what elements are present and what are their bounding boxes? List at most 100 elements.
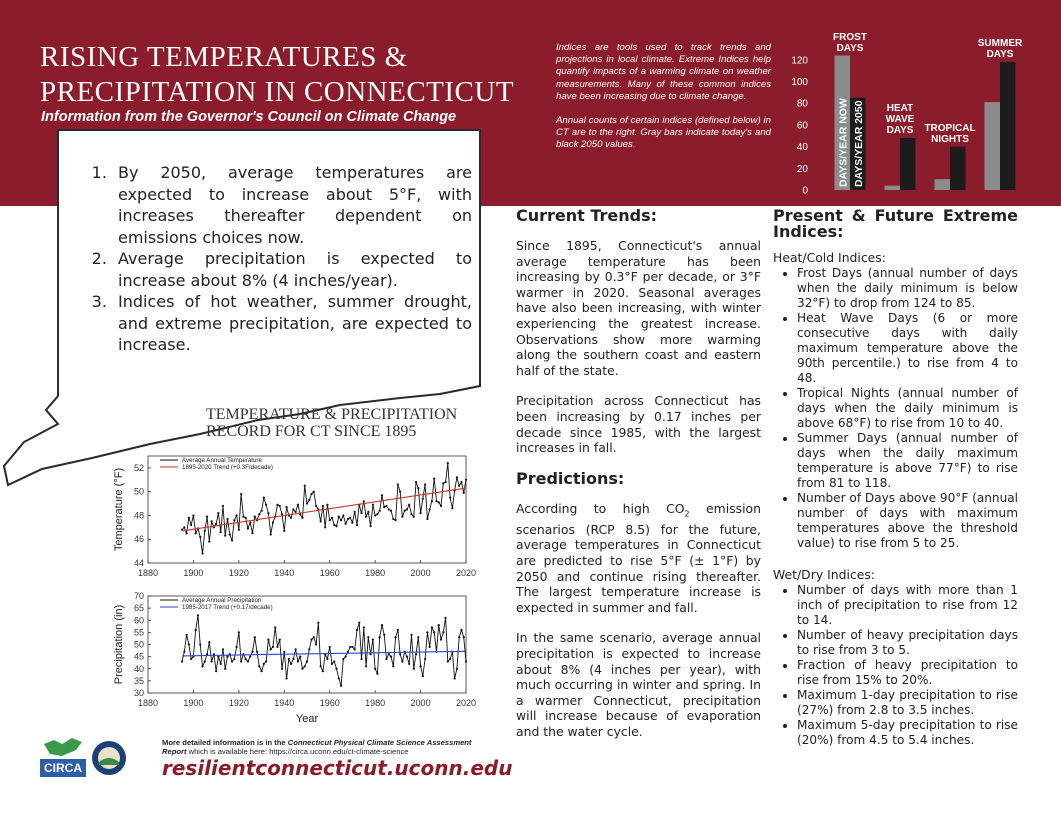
- point: [428, 508, 431, 511]
- point: [417, 636, 420, 639]
- y-axis-label: Temperature (°F): [113, 468, 125, 551]
- point: [401, 660, 404, 663]
- point: [333, 523, 336, 527]
- point: [237, 631, 240, 634]
- point: [319, 665, 322, 668]
- y-tick-label: 45: [134, 652, 144, 662]
- point: [190, 523, 193, 527]
- legend-label: DAYS/YEAR 2050: [853, 100, 865, 187]
- text: emission scenarios (RCP 8.5) for the fut…: [516, 500, 761, 615]
- point: [371, 503, 374, 506]
- point: [192, 514, 195, 517]
- series-line: [181, 463, 467, 554]
- category-label: FROST DAYS: [833, 31, 867, 54]
- x-tick-label: 1920: [229, 568, 249, 578]
- point: [321, 504, 324, 508]
- point: [403, 509, 406, 512]
- point: [258, 665, 261, 668]
- point: [458, 636, 461, 639]
- point: [446, 660, 449, 663]
- paragraph: According to high CO2 emission scenarios…: [516, 501, 761, 616]
- point: [249, 655, 252, 658]
- y-axis-label: Precipitation (in): [113, 605, 125, 684]
- point: [219, 662, 222, 666]
- point: [180, 660, 184, 663]
- point: [208, 540, 211, 543]
- point: [324, 526, 327, 529]
- bar: [884, 185, 900, 190]
- point: [292, 508, 295, 511]
- point: [355, 628, 359, 632]
- intro-paragraph: Annual counts of certain indices (define…: [556, 115, 771, 151]
- point: [424, 483, 427, 486]
- point: [301, 667, 304, 670]
- chart-title: TEMPERATURE & PRECIPITATION RECORD FOR C…: [206, 406, 458, 440]
- bar: [934, 179, 950, 190]
- point: [294, 510, 297, 513]
- point: [380, 494, 384, 497]
- point: [417, 487, 420, 490]
- point: [199, 535, 202, 538]
- point: [371, 638, 374, 641]
- point: [328, 519, 331, 522]
- point: [326, 657, 329, 661]
- point: [410, 513, 413, 516]
- point: [249, 521, 252, 524]
- y-tick-label: 30: [134, 688, 144, 698]
- y-tick-label: 44: [134, 558, 144, 568]
- y-tick-label: 50: [134, 487, 144, 497]
- point: [367, 636, 370, 639]
- bar: [834, 55, 850, 190]
- point: [444, 616, 447, 619]
- point: [433, 477, 436, 480]
- key-point: By 2050, average temperatures are expect…: [112, 162, 472, 248]
- y-tick-label: 65: [134, 603, 144, 613]
- point: [451, 507, 454, 510]
- title-line: RISING TEMPERATURES &: [40, 41, 408, 73]
- point: [344, 522, 347, 525]
- point: [444, 481, 447, 484]
- point: [385, 504, 388, 508]
- point: [464, 660, 468, 663]
- x-tick-label: 1960: [320, 698, 340, 708]
- point: [199, 643, 202, 646]
- point: [267, 638, 270, 641]
- point: [339, 684, 343, 687]
- point: [383, 506, 386, 509]
- text: According to high CO: [516, 500, 685, 516]
- point: [389, 509, 393, 512]
- point: [426, 631, 429, 634]
- point: [290, 516, 293, 519]
- point: [278, 638, 281, 641]
- point: [355, 523, 359, 527]
- point: [378, 509, 381, 512]
- point: [362, 626, 365, 629]
- y-tick-label: 55: [134, 627, 144, 637]
- index-item: Heat Wave Days (6 or more consecutive da…: [797, 311, 1018, 386]
- website-link[interactable]: resilientconnecticut.uconn.edu: [162, 756, 513, 780]
- point: [217, 655, 220, 658]
- point: [333, 660, 336, 663]
- point: [194, 628, 197, 632]
- point: [196, 614, 200, 617]
- point: [342, 657, 345, 661]
- point: [412, 515, 415, 518]
- point: [208, 640, 211, 644]
- point: [296, 503, 300, 506]
- subscript: 2: [684, 509, 690, 519]
- point: [335, 667, 338, 670]
- point: [449, 496, 452, 499]
- point: [392, 665, 395, 668]
- circa-logo-text: CIRCA: [44, 761, 82, 775]
- point: [280, 667, 284, 670]
- point: [312, 490, 315, 493]
- x-tick-label: 1880: [138, 568, 158, 578]
- section-heading: Present & Future Extreme Indices:: [773, 206, 1018, 241]
- circa-logo-mark: [44, 738, 82, 756]
- point: [235, 645, 238, 649]
- point: [292, 657, 295, 661]
- paragraph: Since 1895, Connecticut's annual average…: [516, 238, 761, 378]
- point: [201, 552, 204, 555]
- point: [271, 645, 275, 649]
